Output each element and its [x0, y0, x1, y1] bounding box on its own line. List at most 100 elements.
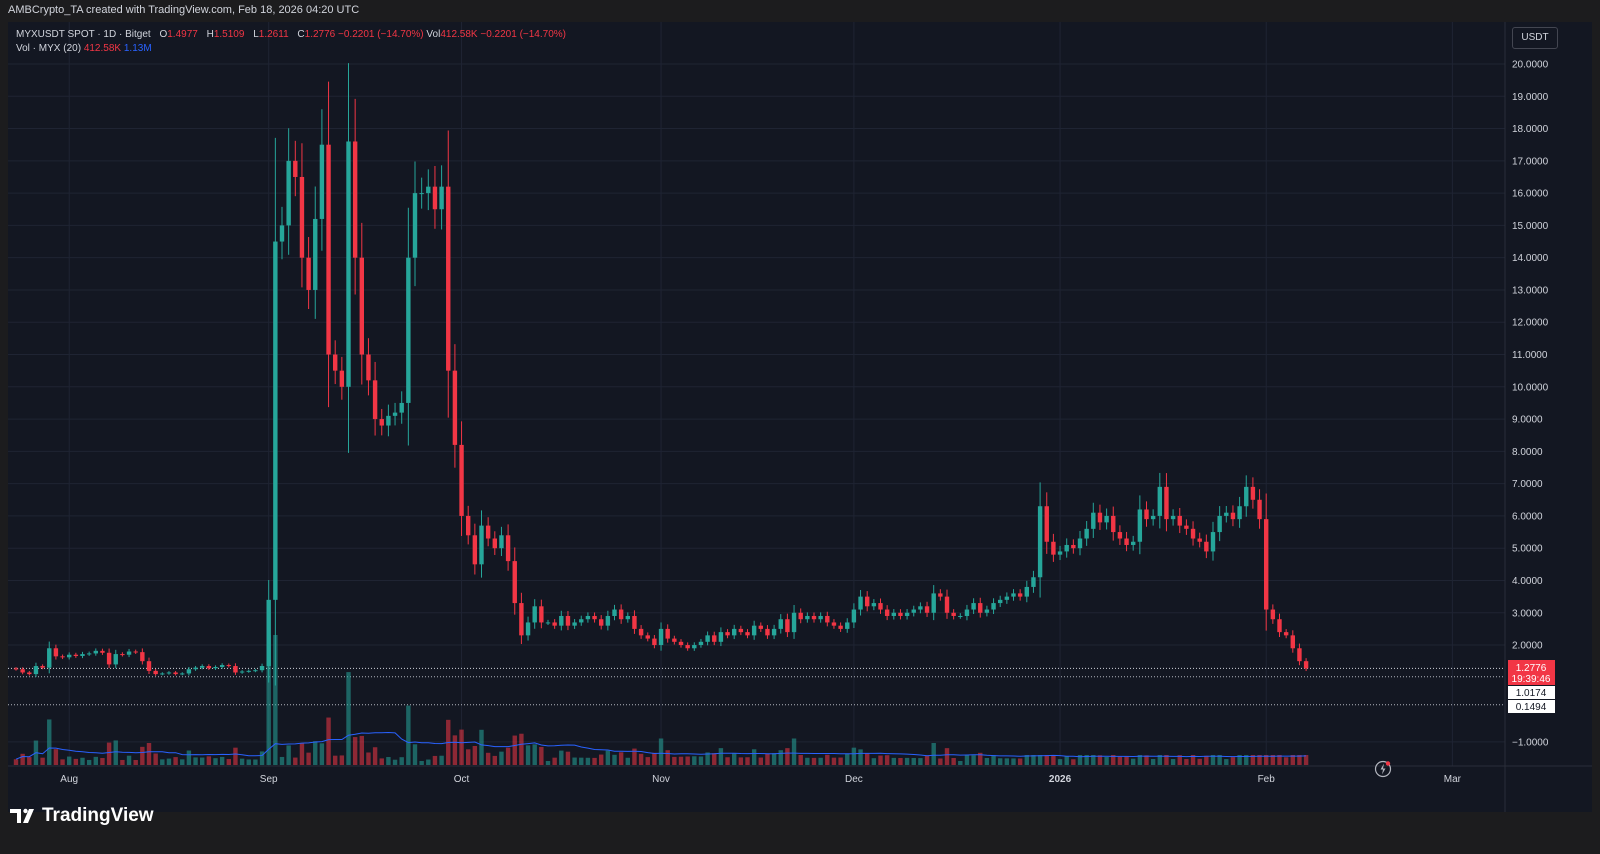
- volume-bar: [1024, 755, 1029, 765]
- volume-bar: [485, 752, 491, 765]
- volume-bar: [1057, 759, 1063, 765]
- candle-body: [13, 668, 19, 670]
- volume-bar: [891, 757, 896, 765]
- lightning-icon[interactable]: [1374, 760, 1392, 778]
- candle-body: [1124, 538, 1129, 545]
- candle-body: [618, 609, 624, 620]
- volume-bar: [412, 744, 418, 765]
- candle-body: [1071, 544, 1076, 549]
- volume-bar: [100, 758, 105, 765]
- candle-body: [585, 615, 591, 620]
- volume-bar: [60, 759, 65, 765]
- volume-bar: [1091, 755, 1096, 765]
- candle-body: [426, 186, 431, 194]
- time-tick-label: Nov: [652, 774, 670, 785]
- volume-bar: [113, 740, 118, 765]
- volume-bar: [851, 747, 857, 765]
- volume-bar: [692, 756, 697, 765]
- price-tick-label: 7.0000: [1512, 479, 1543, 490]
- price-line-value-1: 1.0174: [1516, 688, 1547, 699]
- volume-bar: [712, 753, 717, 765]
- candle-body: [1037, 506, 1043, 578]
- volume-bar: [1124, 756, 1129, 765]
- price-tick-label: 16.0000: [1512, 189, 1549, 200]
- volume-bar: [1270, 755, 1276, 765]
- volume-bar: [1164, 755, 1169, 765]
- candle-body: [1091, 512, 1096, 529]
- candle-body: [638, 628, 644, 636]
- vol-label: Vol: [426, 29, 441, 40]
- candle-body: [1097, 512, 1103, 523]
- candle-body: [958, 615, 963, 617]
- volume-bar: [1303, 755, 1309, 765]
- volume-indicator-name[interactable]: Vol · MYX (20): [16, 43, 82, 54]
- volume-bar: [499, 751, 504, 765]
- volume-bar: [758, 757, 763, 765]
- volume-bar: [193, 757, 198, 765]
- volume-bar: [306, 752, 311, 765]
- candle-body: [80, 654, 85, 657]
- volume-bar: [1177, 755, 1182, 765]
- price-tick-label: 17.0000: [1512, 156, 1549, 167]
- price-tick-label: 2.0000: [1512, 641, 1543, 652]
- candle-body: [1084, 528, 1089, 539]
- volume-bar: [392, 759, 398, 765]
- volume-bar: [233, 747, 238, 765]
- volume-bar: [911, 758, 916, 765]
- price-tick-label: 13.0000: [1512, 285, 1549, 296]
- candle-body: [539, 606, 544, 623]
- candle-body: [180, 673, 185, 675]
- volume-bar: [559, 750, 564, 765]
- tradingview-logo[interactable]: TradingView: [10, 805, 154, 827]
- candle-body: [60, 656, 65, 658]
- price-tick-label: 8.0000: [1512, 447, 1543, 458]
- volume-bar: [1157, 755, 1162, 765]
- candle-body: [1217, 515, 1222, 533]
- candle-body: [173, 672, 178, 675]
- price-line-badge-2: 0.1494: [1508, 700, 1555, 713]
- candle-body: [446, 186, 451, 371]
- volume-bar: [944, 748, 950, 765]
- volume-bar: [924, 755, 930, 765]
- candle-body: [612, 609, 617, 616]
- candle-body: [120, 654, 125, 656]
- time-tick-label: Sep: [260, 774, 278, 785]
- currency-button[interactable]: USDT: [1512, 27, 1558, 49]
- candle-body: [678, 641, 684, 646]
- candle-body: [745, 632, 750, 636]
- volume-indicator-value: 412.58K: [83, 43, 122, 54]
- volume-bar: [1084, 755, 1089, 765]
- volume-bar: [1237, 755, 1242, 765]
- time-tick-label: Oct: [454, 774, 470, 785]
- volume-bar: [765, 753, 770, 765]
- volume-bar: [745, 757, 750, 765]
- volume-bar: [246, 759, 251, 765]
- candlestick-chart[interactable]: 20.0000 19.0000 18.0000 17.0000 16.0000 15.00…: [8, 22, 1592, 812]
- candle-body: [432, 186, 438, 210]
- tradingview-brand: TradingView: [42, 805, 154, 826]
- volume-bar: [259, 751, 265, 765]
- candle-body: [512, 561, 517, 604]
- candle-body: [998, 599, 1003, 604]
- candle-body: [47, 648, 52, 668]
- candle-body: [698, 641, 704, 646]
- candle-body: [1044, 506, 1049, 542]
- volume-bar: [1131, 758, 1136, 765]
- price-tick-label: 14.0000: [1512, 253, 1549, 264]
- low-value: 1.2611: [258, 29, 289, 40]
- price-tick-label: 20.0000: [1512, 60, 1549, 71]
- symbol-name[interactable]: MYXUSDT SPOT · 1D · Bitget: [16, 29, 151, 40]
- volume-bar: [206, 756, 212, 765]
- candle-body: [1011, 593, 1016, 597]
- volume-bar: [313, 741, 318, 765]
- candle-body: [1264, 519, 1269, 610]
- volume-ma-line: [15, 731, 1307, 760]
- volume-bar: [1257, 755, 1262, 765]
- price-tick-label: 12.0000: [1512, 318, 1549, 329]
- candle-body: [40, 666, 45, 668]
- candle-body: [219, 665, 225, 667]
- candle-body: [399, 402, 404, 413]
- volume-bar: [160, 759, 165, 765]
- time-axis: Aug Sep Oct Nov Dec 2026 Feb Mar: [60, 774, 1461, 785]
- volume-bar: [838, 757, 843, 765]
